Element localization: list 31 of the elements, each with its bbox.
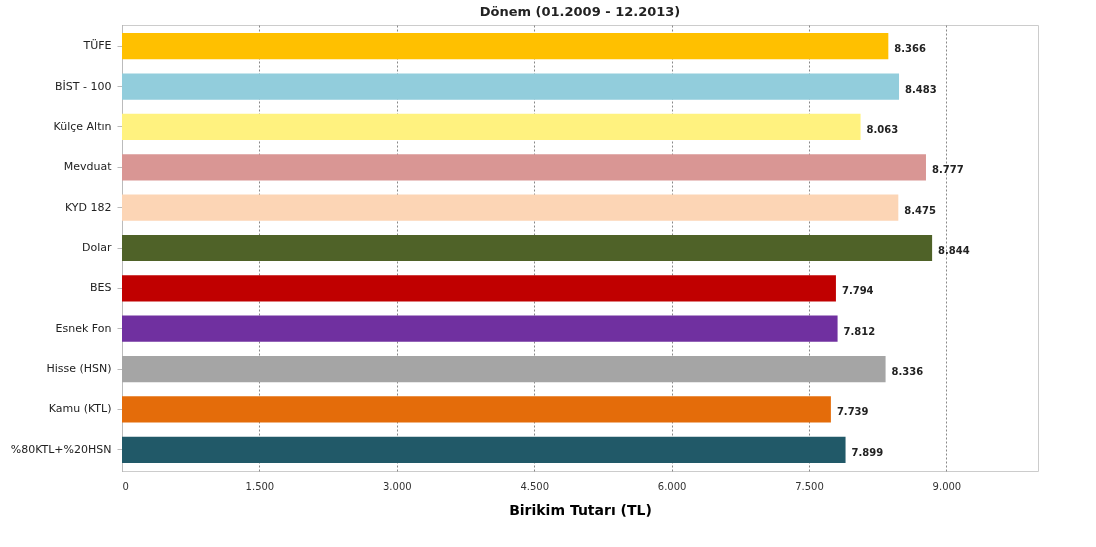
data-label: 8.063 bbox=[866, 123, 899, 135]
y-tick-label: Külçe Altın bbox=[53, 119, 112, 133]
data-label: 7.739 bbox=[836, 406, 869, 418]
y-tick-label: TÜFE bbox=[82, 39, 112, 53]
x-tick-label: 9.000 bbox=[932, 480, 962, 492]
x-tick-label: 1.500 bbox=[245, 480, 275, 492]
y-tick-label: Hisse (HSN) bbox=[46, 362, 112, 376]
data-label: 8.475 bbox=[904, 204, 936, 216]
data-label: 7.899 bbox=[851, 446, 884, 458]
x-axis-title: Birikim Tutarı (TL) bbox=[509, 501, 652, 518]
data-label: 8.483 bbox=[905, 83, 937, 95]
chart-title: Dönem (01.2009 - 12.2013) bbox=[479, 4, 681, 19]
data-label: 8.844 bbox=[938, 245, 970, 256]
y-tick-label: Esnek Fon bbox=[55, 321, 112, 335]
x-tick-label: 4.500 bbox=[520, 480, 550, 492]
y-tick-label: BES bbox=[90, 281, 112, 295]
x-tick-label: 3.000 bbox=[382, 480, 412, 492]
data-label: 7.812 bbox=[843, 325, 876, 337]
x-tick-label: 7.500 bbox=[795, 480, 824, 492]
y-tick-label: Mevduat bbox=[63, 160, 113, 174]
data-label: 8.336 bbox=[891, 366, 924, 378]
x-tick-label: 0 bbox=[122, 480, 129, 492]
y-tick-label: BİST - 100 bbox=[55, 79, 112, 93]
data-label: 8.777 bbox=[931, 164, 964, 176]
data-label: 7.794 bbox=[841, 285, 874, 297]
data-label: 8.366 bbox=[894, 43, 926, 55]
x-tick-label: 6.000 bbox=[657, 480, 687, 492]
y-tick-label: Dolar bbox=[81, 241, 112, 254]
y-tick-label: Kamu (KTL) bbox=[48, 402, 112, 416]
y-tick-label: %80KTL+%20HSN bbox=[10, 442, 112, 456]
y-tick-label: KYD 182 bbox=[64, 200, 112, 214]
